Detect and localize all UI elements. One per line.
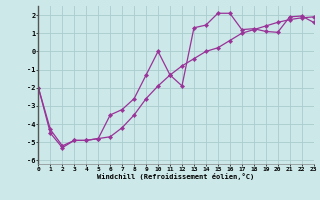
X-axis label: Windchill (Refroidissement éolien,°C): Windchill (Refroidissement éolien,°C)	[97, 173, 255, 180]
